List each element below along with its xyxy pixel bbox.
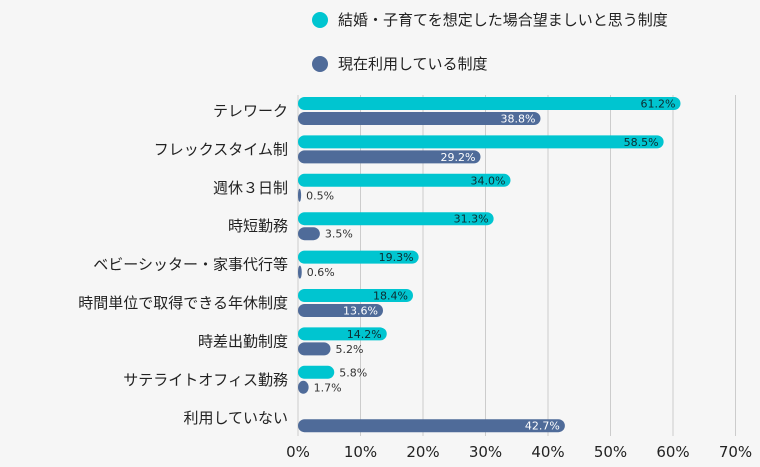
bar-s1-2 [298, 188, 302, 202]
bar-s1-8 [298, 419, 565, 433]
x-tick-label-6: 60% [656, 443, 689, 461]
data-label-s0-2: 34.0% [471, 174, 506, 187]
category-label-5: 時間単位で取得できる年休制度 [78, 294, 288, 312]
x-tick-label-4: 40% [531, 443, 564, 461]
data-label-s1-3: 3.5% [325, 228, 353, 241]
data-label-s0-5: 18.4% [373, 290, 408, 303]
data-label-s0-7: 5.8% [339, 366, 367, 379]
bar-s1-7 [298, 380, 309, 394]
legend-marker-0 [312, 12, 328, 28]
bar-s1-1 [298, 150, 481, 164]
x-tick-label-2: 20% [406, 443, 439, 461]
bar-s1-5 [298, 304, 383, 317]
bar-s0-3 [298, 212, 494, 226]
bar-s0-1 [298, 135, 664, 149]
x-tick-label-7: 70% [719, 443, 752, 461]
category-label-3: 時短勤務 [228, 217, 288, 235]
category-label-2: 週休３日制 [213, 179, 288, 197]
data-label-s0-6: 14.2% [347, 328, 382, 341]
data-label-s1-7: 1.7% [314, 381, 342, 394]
bar-s1-6 [298, 342, 331, 356]
category-label-8: 利用していない [183, 409, 288, 427]
x-tick-label-5: 50% [594, 443, 627, 461]
data-label-s1-8: 42.7% [525, 420, 560, 433]
data-label-s0-4: 19.3% [379, 251, 414, 264]
bar-s1-4 [298, 265, 302, 279]
bars: 61.2% 38.8% 58.5% 29.2% 34.0% 0.5% 31.3% 3.5% 19… [298, 97, 681, 433]
bar-s0-0 [298, 97, 681, 110]
bar-s1-3 [298, 227, 320, 241]
data-label-s0-0: 61.2% [641, 98, 676, 111]
bar-s0-7 [298, 365, 335, 379]
category-label-1: フレックスタイム制 [154, 140, 288, 158]
data-label-s1-5: 13.6% [343, 305, 378, 318]
data-label-s1-1: 29.2% [441, 151, 476, 164]
data-label-s0-3: 31.3% [454, 213, 489, 226]
category-label-6: 時差出勤制度 [198, 332, 288, 350]
legend-label-0: 結婚・子育てを想定した場合望ましいと思う制度 [338, 11, 668, 29]
x-tick-label-3: 30% [469, 443, 502, 461]
bar-s0-5 [298, 289, 413, 302]
data-label-s1-2: 0.5% [306, 189, 334, 202]
bar-s0-4 [298, 250, 419, 264]
data-label-s1-0: 38.8% [501, 113, 536, 126]
x-tick-label-0: 0% [286, 443, 310, 461]
bar-s0-2 [298, 173, 511, 187]
category-label-7: サテライトオフィス勤務 [123, 371, 288, 389]
bar-s0-6 [298, 327, 387, 341]
data-label-s1-4: 0.6% [307, 266, 335, 279]
bar-s1-0 [298, 112, 541, 125]
category-labels: テレワークフレックスタイム制週休３日制時短勤務ベビーシッター・家事代行等時間単位… [78, 102, 288, 427]
legend-label-1: 現在利用している制度 [338, 55, 488, 73]
data-label-s1-6: 5.2% [336, 343, 364, 356]
category-label-4: ベビーシッター・家事代行等 [93, 256, 288, 274]
category-label-0: テレワーク [213, 102, 288, 120]
legend-marker-1 [312, 56, 328, 72]
x-axis-ticks: 0% 10% 20% 30% 40% 50% 60% 70% [286, 443, 752, 461]
x-tick-label-1: 10% [344, 443, 377, 461]
data-label-s0-1: 58.5% [624, 136, 659, 149]
